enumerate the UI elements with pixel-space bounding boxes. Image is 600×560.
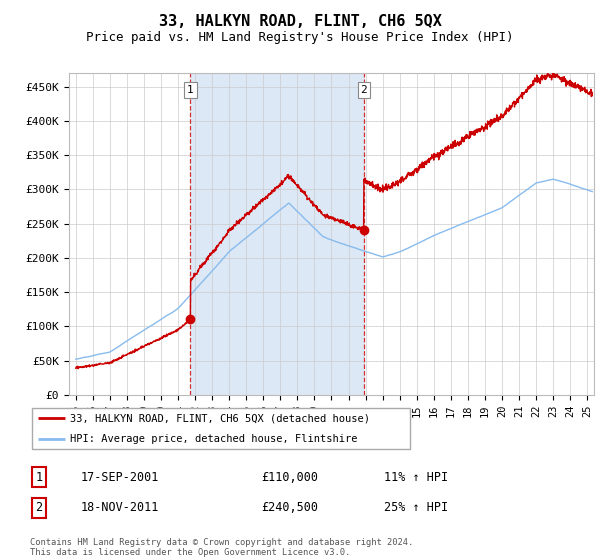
Text: Contains HM Land Registry data © Crown copyright and database right 2024.
This d: Contains HM Land Registry data © Crown c… — [30, 538, 413, 557]
Text: Price paid vs. HM Land Registry's House Price Index (HPI): Price paid vs. HM Land Registry's House … — [86, 31, 514, 44]
Text: 1: 1 — [35, 470, 43, 484]
Text: 2: 2 — [35, 501, 43, 515]
Text: 1: 1 — [187, 85, 194, 95]
Text: £240,500: £240,500 — [261, 501, 318, 515]
Text: 33, HALKYN ROAD, FLINT, CH6 5QX: 33, HALKYN ROAD, FLINT, CH6 5QX — [158, 14, 442, 29]
Text: HPI: Average price, detached house, Flintshire: HPI: Average price, detached house, Flin… — [70, 433, 358, 444]
Text: 18-NOV-2011: 18-NOV-2011 — [81, 501, 160, 515]
Text: 11% ↑ HPI: 11% ↑ HPI — [384, 470, 448, 484]
FancyBboxPatch shape — [32, 408, 410, 449]
Text: 25% ↑ HPI: 25% ↑ HPI — [384, 501, 448, 515]
Text: £110,000: £110,000 — [261, 470, 318, 484]
Text: 33, HALKYN ROAD, FLINT, CH6 5QX (detached house): 33, HALKYN ROAD, FLINT, CH6 5QX (detache… — [70, 413, 370, 423]
Text: 2: 2 — [361, 85, 367, 95]
Text: 17-SEP-2001: 17-SEP-2001 — [81, 470, 160, 484]
